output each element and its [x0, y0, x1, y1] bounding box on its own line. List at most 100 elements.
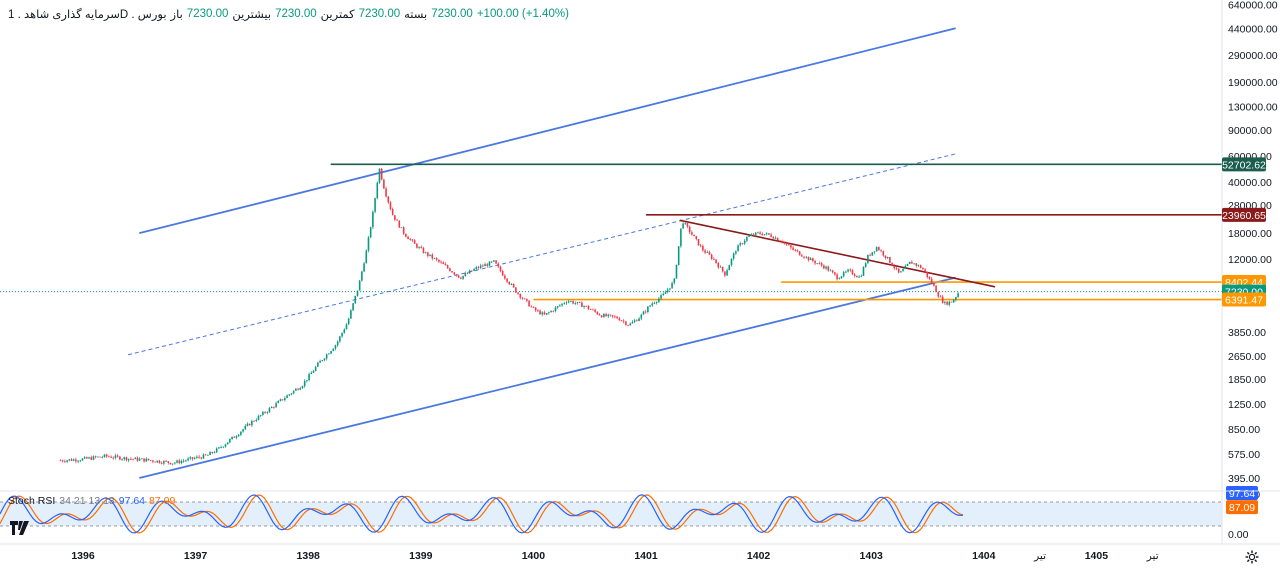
candle-body	[193, 457, 196, 459]
candle-body	[493, 260, 495, 262]
candle-body	[451, 271, 453, 273]
price-tick-label: 290000.00	[1228, 50, 1278, 62]
candle-body	[66, 460, 68, 462]
candle-body	[297, 388, 299, 390]
price-tick-label: 1250.00	[1228, 399, 1266, 411]
ohlc-low-value: 7230.00	[358, 8, 401, 20]
time-tick-label: 1403	[860, 550, 884, 562]
candle-body	[286, 395, 288, 399]
candle-body	[138, 458, 141, 461]
candle-body	[257, 415, 260, 420]
candle-body	[589, 309, 592, 310]
candle-body	[356, 290, 359, 296]
candle-body	[473, 268, 475, 271]
candle-body	[845, 271, 847, 273]
ohlc-high-label: بیشترین	[232, 9, 272, 21]
candle-body	[587, 306, 590, 310]
candle-body	[842, 272, 845, 277]
candle-body	[603, 313, 605, 318]
candle-body	[726, 270, 728, 276]
candle-body	[928, 277, 931, 279]
ohlc-high-value: 7230.00	[275, 8, 317, 20]
candle-body	[911, 261, 913, 264]
candle-body	[840, 276, 843, 279]
candle-body	[497, 263, 500, 267]
candle-body	[886, 256, 889, 258]
stoch-band	[0, 502, 1222, 526]
candle-body	[97, 456, 99, 458]
tradingview-logo-icon[interactable]	[10, 520, 30, 536]
candle-body	[424, 252, 427, 254]
candle-body	[715, 259, 717, 264]
candle-body	[856, 275, 858, 278]
candle-body	[669, 288, 671, 290]
candle-body	[303, 381, 306, 387]
candle-body	[224, 444, 227, 447]
candle-body	[266, 412, 269, 413]
candle-body	[735, 251, 737, 254]
time-tick-label: 1396	[71, 550, 95, 562]
ohlc-low-label: کمترین	[320, 9, 355, 21]
candle-body	[383, 179, 385, 189]
candle-body	[147, 458, 150, 461]
candle-body	[523, 298, 526, 300]
candle-body	[416, 243, 418, 248]
candle-body	[926, 272, 929, 278]
price-tick-label: 850.00	[1228, 424, 1260, 436]
ohlc-open-value: 7230.00	[186, 8, 229, 20]
candle-body	[114, 455, 117, 458]
candle-body	[948, 301, 951, 305]
candle-body	[878, 247, 880, 251]
candle-body	[629, 323, 632, 326]
candle-body	[644, 311, 647, 313]
candle-body	[790, 245, 792, 248]
candle-body	[488, 261, 491, 266]
candle-body	[341, 332, 343, 337]
candle-body	[884, 255, 887, 258]
candle-body	[759, 232, 761, 234]
candle-body	[721, 266, 724, 272]
candle-body	[86, 457, 88, 459]
candle-body	[152, 460, 154, 462]
candle-body	[70, 459, 73, 461]
candle-body	[658, 298, 660, 302]
candle-body	[581, 302, 583, 307]
candle-body	[405, 233, 407, 237]
candle-body	[660, 295, 662, 299]
candle-body	[196, 456, 198, 458]
candle-body	[662, 293, 665, 296]
candle-body	[295, 388, 297, 391]
candle-body	[713, 258, 715, 260]
candle-body	[913, 263, 915, 265]
candle-body	[618, 318, 621, 321]
candle-body	[534, 307, 537, 311]
candle-body	[860, 275, 863, 277]
candle-body	[314, 366, 317, 371]
candle-body	[600, 315, 603, 318]
candle-body	[413, 240, 416, 244]
candle-body	[739, 243, 742, 246]
candle-body	[350, 310, 352, 319]
gear-icon[interactable]	[1243, 548, 1261, 566]
candle-body	[880, 250, 882, 252]
candle-body	[262, 412, 264, 416]
channel-lower-line	[139, 276, 956, 479]
price-tick-label: 90000.00	[1228, 125, 1272, 137]
price-label-badge: 52702.62	[1222, 157, 1266, 172]
candle-body	[862, 267, 865, 276]
candle-body	[290, 393, 293, 395]
price-tick-label: 40000.00	[1228, 177, 1272, 189]
candle-body	[504, 275, 506, 279]
price-label-text: 23960.65	[1222, 210, 1266, 222]
time-tick-label: 1401	[634, 550, 658, 562]
candle-body	[702, 245, 704, 251]
candle-body	[240, 431, 242, 435]
candle-body	[818, 263, 821, 265]
candle-body	[99, 456, 101, 458]
candle-body	[699, 245, 702, 247]
candle-body	[171, 463, 174, 465]
candle-body	[411, 239, 414, 241]
candle-body	[530, 306, 533, 308]
candle-body	[330, 351, 332, 354]
